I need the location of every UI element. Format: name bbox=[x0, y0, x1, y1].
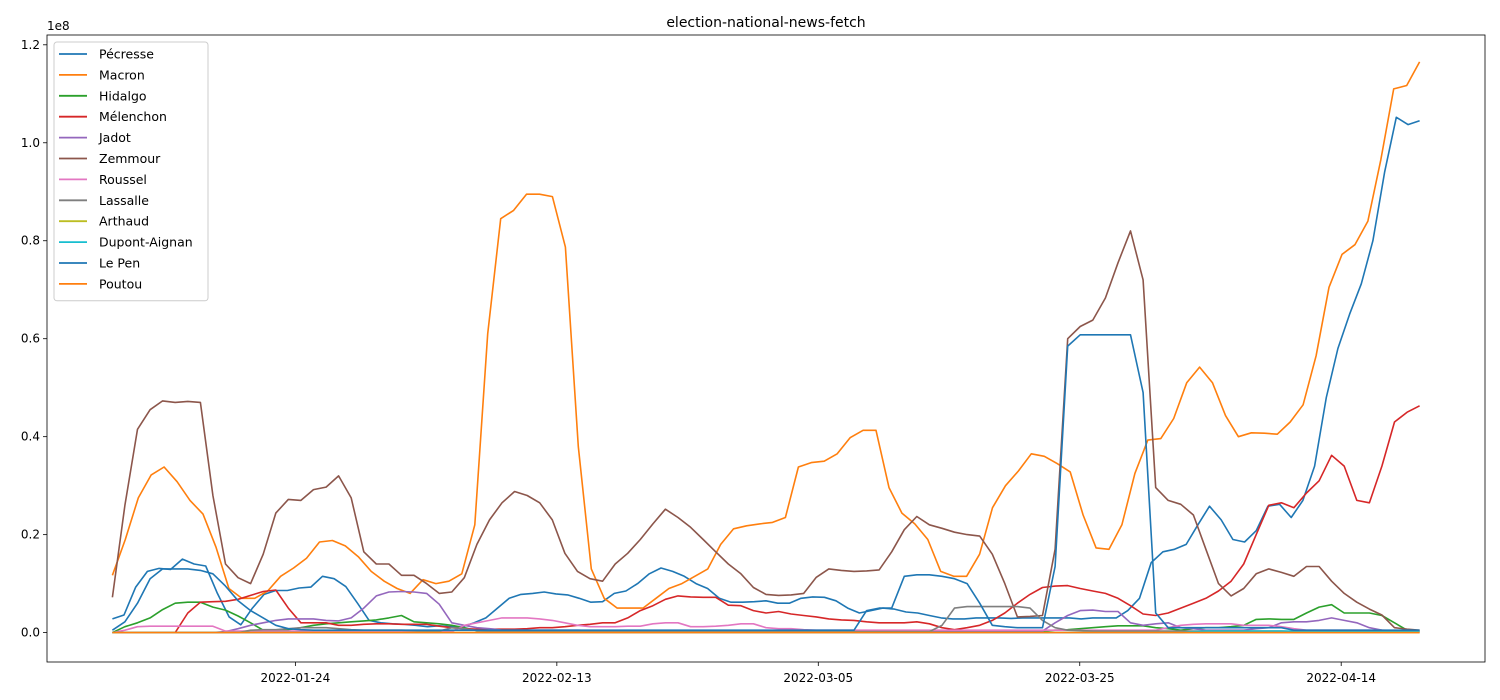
legend-label: Lassalle bbox=[99, 193, 149, 208]
legend-label: Zemmour bbox=[99, 151, 161, 166]
chart-title: election-national-news-fetch bbox=[666, 15, 865, 31]
legend-label: Arthaud bbox=[99, 214, 149, 229]
x-tick-label: 2022-04-14 bbox=[1306, 671, 1376, 685]
legend-label: Poutou bbox=[99, 276, 142, 291]
y-tick-label: 1.0 bbox=[21, 136, 40, 150]
legend-label: Jadot bbox=[98, 130, 131, 145]
y-tick-label: 0.8 bbox=[21, 234, 40, 248]
y-tick-label: 0.6 bbox=[21, 332, 40, 346]
legend-box bbox=[53, 41, 209, 302]
x-tick-label: 2022-03-25 bbox=[1045, 671, 1115, 685]
plot-frame bbox=[46, 34, 1486, 663]
y-tick-label: 0.2 bbox=[21, 528, 40, 542]
x-tick-label: 2022-03-05 bbox=[783, 671, 853, 685]
x-tick-label: 2022-01-24 bbox=[261, 671, 331, 685]
series-line-m-lenchon bbox=[112, 405, 1420, 634]
y-tick-label: 0.4 bbox=[21, 430, 40, 444]
y-axis: 0.0 0.2 0.4 0.6 0.8 1.0 1.2 bbox=[21, 38, 47, 640]
legend-label: Macron bbox=[99, 67, 145, 82]
series-line-zemmour bbox=[111, 230, 1420, 631]
legend-label: Roussel bbox=[99, 172, 147, 187]
legend-label: Pécresse bbox=[99, 47, 154, 62]
legend-label: Hidalgo bbox=[99, 88, 147, 103]
y-scale-label: 1e8 bbox=[47, 19, 70, 33]
x-tick-label: 2022-02-13 bbox=[522, 671, 592, 685]
legend-label: Le Pen bbox=[99, 256, 140, 271]
y-tick-label: 1.2 bbox=[21, 38, 40, 52]
series-line-p-cresse bbox=[112, 116, 1420, 628]
legend: Pécresse Macron Hidalgo Mélenchon Jadot Zemmo… bbox=[53, 41, 209, 302]
x-axis: 2022-01-24 2022-02-13 2022-03-05 2022-03-25… bbox=[261, 662, 1376, 685]
y-tick-label: 0.0 bbox=[21, 626, 40, 640]
series-line-macron bbox=[111, 61, 1421, 609]
series-line-le-pen bbox=[111, 333, 1420, 632]
legend-label: Dupont-Aignan bbox=[99, 235, 193, 250]
series-line-roussel bbox=[112, 617, 1420, 634]
series-layer bbox=[111, 61, 1421, 634]
legend-label: Mélenchon bbox=[99, 109, 167, 124]
